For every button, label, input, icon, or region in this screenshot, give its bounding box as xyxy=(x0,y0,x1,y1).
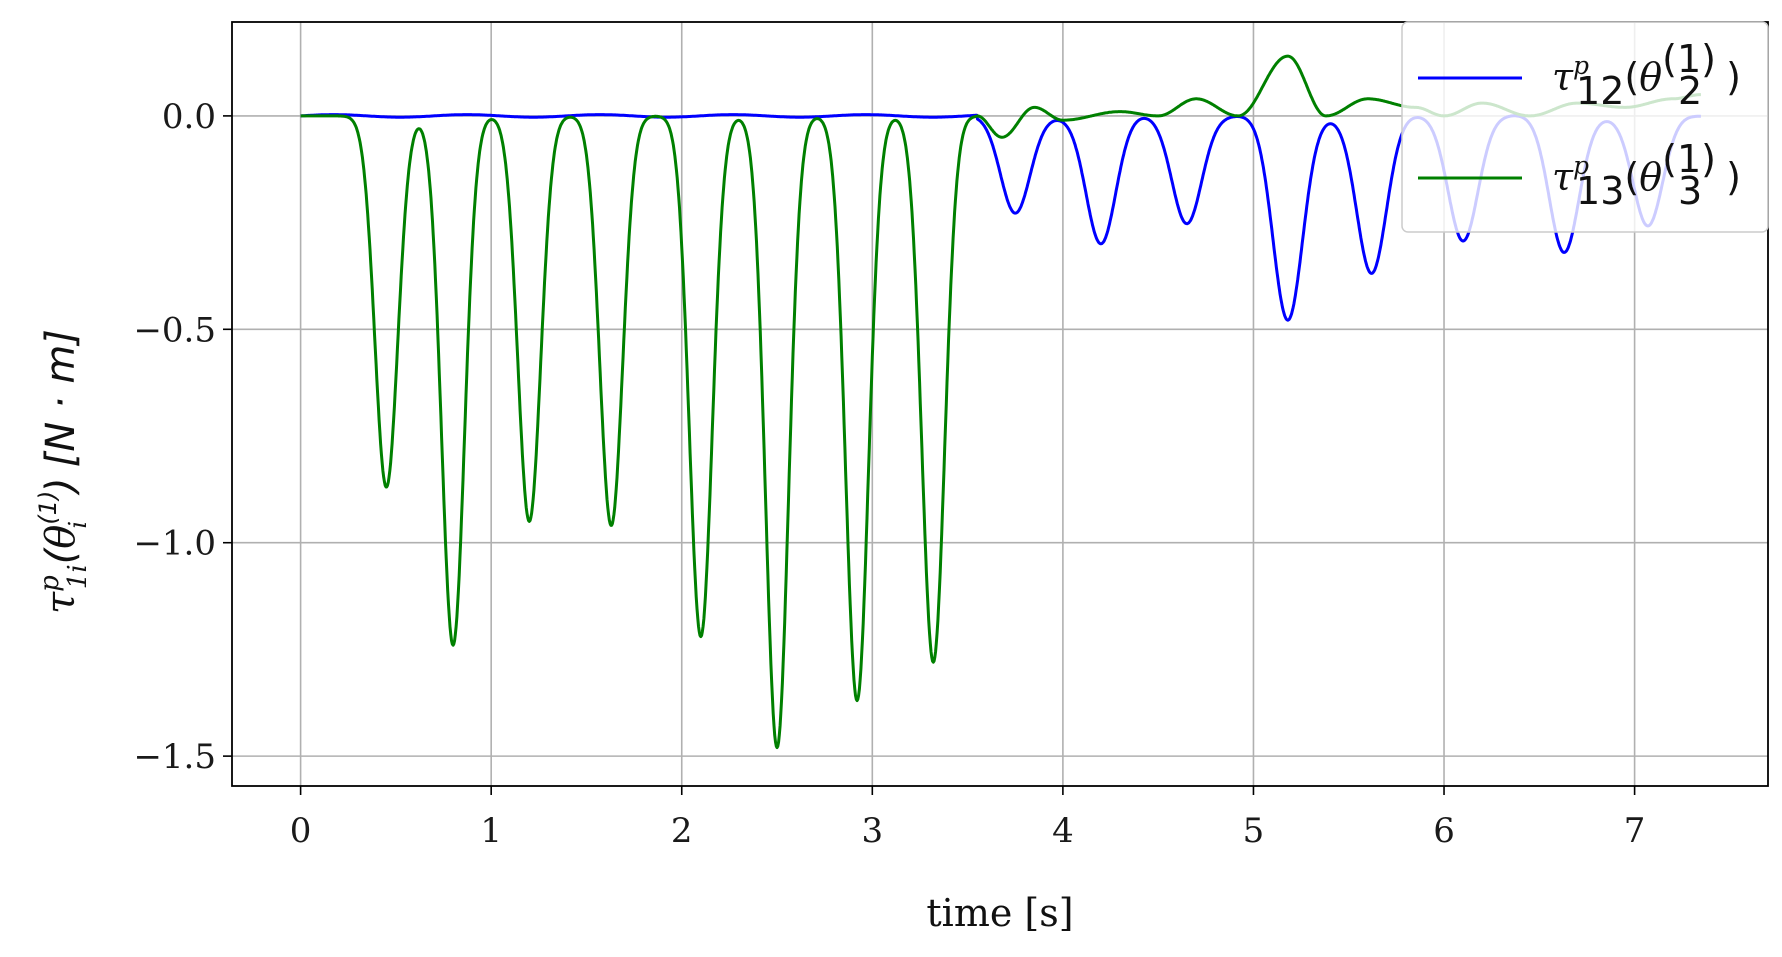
series-line-tau12 xyxy=(299,113,1702,322)
legend-label-tau12: τp 12(θ(1) 2) xyxy=(1552,37,1741,113)
y-label-close: ) xyxy=(38,477,84,496)
y-label-theta-sup: (1) xyxy=(34,491,62,525)
x-tick-label: 6 xyxy=(1433,811,1455,851)
legend-tau13-open: ( xyxy=(1624,155,1639,199)
legend-tau12-theta-sup: (1) xyxy=(1662,37,1716,81)
legend-tau13-theta: θ xyxy=(1639,155,1662,199)
y-label-open: ( xyxy=(38,546,84,564)
legend-tau12-sub: 12 xyxy=(1576,69,1624,113)
legend-tau13-sub: 13 xyxy=(1576,169,1624,213)
legend-tau12-sym: τ xyxy=(1552,55,1574,99)
x-tick-label: 1 xyxy=(480,811,502,851)
x-tick-label: 5 xyxy=(1243,811,1265,851)
x-axis-label: time [s] xyxy=(926,891,1073,935)
y-label-sub: 1i xyxy=(63,564,93,589)
y-label-theta: θ xyxy=(38,525,84,549)
y-label-tau: τ xyxy=(38,591,84,614)
legend-tau12-sup: p xyxy=(1573,51,1589,80)
plot-frame xyxy=(231,21,1769,787)
legend-tau13-theta-sup: (1) xyxy=(1662,137,1716,181)
x-tick-label: 3 xyxy=(861,811,883,851)
y-tick-label: −1.5 xyxy=(133,737,216,777)
x-tick-label: 4 xyxy=(1052,811,1074,851)
y-tick-label: −0.5 xyxy=(133,310,216,350)
legend-tau13-sup: p xyxy=(1573,151,1589,180)
y-label-theta-sub: i xyxy=(64,521,92,529)
y-label-sup: p xyxy=(35,575,65,592)
y-tick-label: 0.0 xyxy=(162,97,216,137)
legend-tau12-theta-sub: 2 xyxy=(1678,69,1702,113)
y-label-unit: [N · m] xyxy=(38,329,84,467)
x-tick-label: 7 xyxy=(1624,811,1646,851)
y-axis-label-symbol: τp1i(θ(1)i) [N · m] xyxy=(34,329,93,614)
legend-tau13-theta-sub: 3 xyxy=(1678,169,1702,213)
y-axis-label: τp1i(θ(1)i) [N · m] xyxy=(34,329,93,614)
legend-label-tau13: τp 13(θ(1) 3) xyxy=(1552,137,1741,213)
legend-tau12-open: ( xyxy=(1624,55,1639,99)
legend-tau13-close: ) xyxy=(1726,155,1741,199)
x-tick-label: 2 xyxy=(671,811,693,851)
y-tick-label: −1.0 xyxy=(133,524,216,564)
x-axis-ticks: 0 1 2 3 4 5 6 7 xyxy=(290,786,1646,851)
x-tick-label: 0 xyxy=(290,811,312,851)
legend: τp 12(θ(1) 2) τp 13(θ(1) 3) xyxy=(1401,21,1769,233)
legend-tau13-sym: τ xyxy=(1552,155,1574,199)
legend-tau12-close: ) xyxy=(1726,55,1741,99)
legend-tau12-theta: θ xyxy=(1639,55,1662,99)
y-axis-ticks: 0.0 −0.5 −1.0 −1.5 xyxy=(133,97,232,777)
